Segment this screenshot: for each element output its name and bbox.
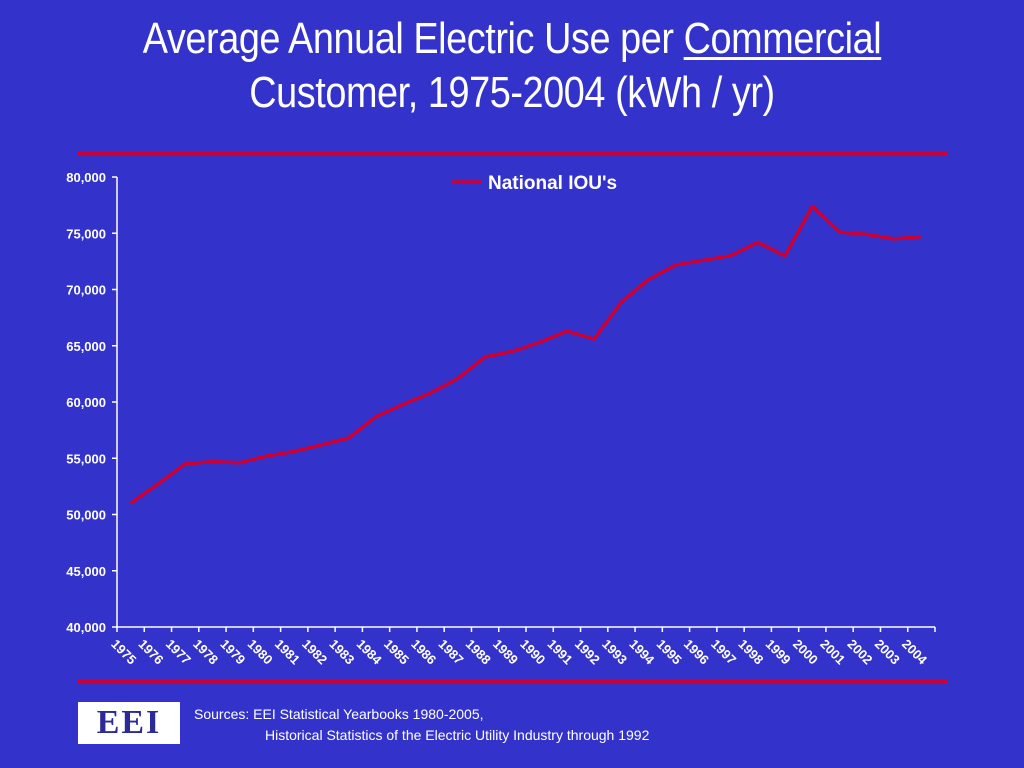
sources-note: Sources: EEI Statistical Yearbooks 1980-… (194, 704, 649, 746)
x-tick-label: 1989 (490, 636, 521, 667)
x-tick-label: 1993 (599, 636, 630, 667)
y-tick-label: 55,000 (66, 451, 106, 466)
title-line-2: Customer, 1975-2004 (kWh / yr) (249, 68, 775, 117)
title-line-1: Average Annual Electric Use per Commerci… (142, 14, 882, 63)
x-tick-label: 1994 (626, 636, 658, 668)
line-chart: 40,000 45,000 50,000 55,000 60,000 65,000 70,0… (66, 170, 936, 668)
x-tick-label: 1999 (763, 636, 794, 667)
y-tick-label: 40,000 (66, 620, 106, 635)
eei-logo: EEI (78, 702, 180, 744)
x-tick-label: 1976 (136, 636, 167, 667)
x-tick-label: 2002 (844, 636, 875, 667)
x-tick-label: 1982 (299, 636, 330, 667)
legend-label: National IOU's (488, 173, 617, 194)
x-tick-label: 1983 (326, 636, 357, 667)
y-tick-label: 60,000 (66, 395, 106, 410)
x-tick-label: 1978 (190, 636, 221, 667)
sources-line-2: Historical Statistics of the Electric Ut… (265, 727, 650, 743)
x-tick-label: 1998 (735, 636, 766, 667)
x-tick-label: 1979 (217, 636, 248, 667)
x-tick-label: 1986 (408, 636, 439, 667)
x-tick-label: 2004 (899, 636, 931, 668)
y-tick-label: 50,000 (66, 508, 106, 523)
sources-line-1: Sources: EEI Statistical Yearbooks 1980-… (194, 706, 484, 722)
x-tick-label: 1985 (381, 636, 412, 667)
x-tick-label: 1980 (245, 636, 276, 667)
x-tick-label: 1990 (517, 636, 548, 667)
x-tick-label: 1975 (108, 636, 139, 667)
x-tick-label: 1988 (463, 636, 494, 667)
x-tick-label: 2001 (817, 636, 848, 667)
x-tick-label: 1977 (163, 636, 194, 667)
x-tick-label: 2000 (790, 636, 821, 667)
slide-title: Average Annual Electric Use per Commerci… (72, 12, 953, 120)
eei-logo-text: EEI (96, 704, 162, 741)
x-tick-label: 1997 (708, 636, 739, 667)
y-tick-label: 80,000 (66, 170, 106, 185)
x-tick-label: 1984 (354, 636, 386, 668)
top-divider (78, 151, 948, 155)
x-tick-label: 1995 (654, 636, 685, 667)
x-tick-label: 1987 (435, 636, 466, 667)
series-line-national-ious (129, 204, 922, 505)
y-tick-label: 70,000 (66, 283, 106, 298)
y-tick-label: 75,000 (66, 226, 106, 241)
x-tick-label: 1991 (545, 636, 576, 667)
title-underlined-word: Commercial (683, 14, 882, 63)
x-tick-label: 1981 (272, 636, 303, 667)
bottom-divider (78, 680, 948, 684)
y-tick-label: 45,000 (66, 564, 106, 579)
y-tick-label: 65,000 (66, 339, 106, 354)
x-tick-label: 1996 (681, 636, 712, 667)
x-tick-label: 2003 (872, 636, 903, 667)
x-tick-label: 1992 (572, 636, 603, 667)
